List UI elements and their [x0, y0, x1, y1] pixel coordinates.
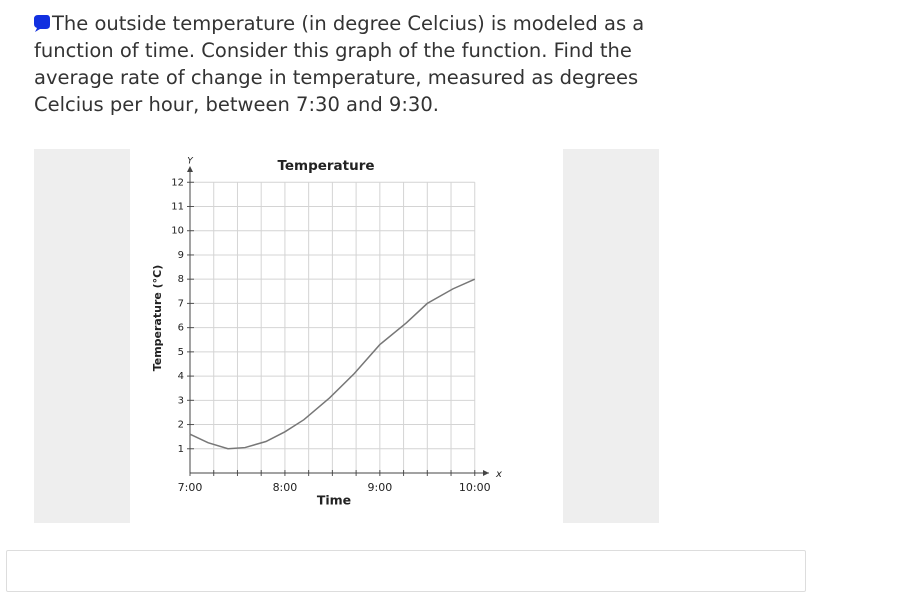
y-tick-label: 5	[178, 347, 184, 358]
y-tick-label: 1	[178, 444, 184, 455]
y-tick-label: 2	[178, 420, 184, 431]
y-tick-label: 12	[171, 177, 184, 188]
y-tick-label: 6	[178, 323, 184, 334]
icon	[34, 15, 50, 32]
y-axis-label: Temperature (°C)	[151, 265, 164, 372]
y-tick-label: 10	[171, 226, 184, 237]
chart-title: Temperature	[277, 158, 374, 174]
side-panel	[563, 149, 659, 523]
question: The outside temperature (in degree Celci…	[34, 10, 654, 118]
y-axis-symbol: Y	[187, 157, 194, 167]
y-tick-label: 7	[178, 298, 184, 309]
x-tick-label: 9:00	[367, 481, 392, 494]
y-tick-label: 9	[178, 250, 184, 261]
chart: Temperature Time Temperature (°C) Y x 12…	[151, 157, 502, 508]
y-tick-label: 3	[178, 395, 184, 406]
x-axis-label: Time	[317, 493, 351, 508]
line	[189, 278, 476, 450]
x-tick-label: 7:00	[178, 481, 203, 494]
x-axis-arrow	[483, 470, 489, 476]
x-tick-label: 10:00	[459, 481, 491, 494]
y-tick-label: 4	[178, 371, 184, 382]
x-axis-symbol: x	[495, 469, 502, 480]
y-tick-label: 11	[171, 201, 184, 212]
page: {"question": "The outside temperature (i…	[6, 10, 806, 592]
x-tick-label: 8:00	[273, 481, 298, 494]
side-panel	[34, 149, 130, 523]
question-text: The outside temperature (in degree Celci…	[34, 12, 645, 116]
y-axis-arrow	[187, 166, 193, 172]
y-tick-label: 8	[178, 274, 184, 285]
